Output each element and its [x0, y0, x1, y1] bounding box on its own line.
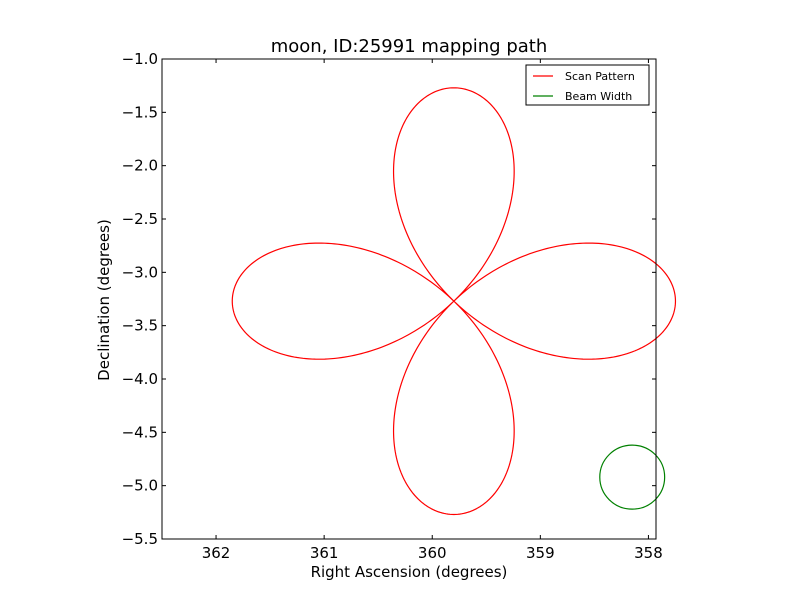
chart-title: moon, ID:25991 mapping path [271, 36, 548, 57]
x-tick-label: 359 [526, 544, 555, 562]
y-tick-label: −1.0 [122, 50, 158, 68]
y-axis-label: Declination (degrees) [95, 219, 113, 381]
x-tick-label: 360 [418, 544, 447, 562]
y-tick-label: −4.5 [122, 423, 158, 441]
data-layer [231, 87, 677, 516]
plot-frame [161, 58, 657, 540]
y-tick-label: −2.0 [122, 157, 158, 175]
ticks-layer: 362 361 360 359 358 −1.0 −1.5 −2.0 −2.5 −3.0 −3.5 −… [122, 50, 663, 562]
y-tick-label: −5.0 [122, 477, 158, 495]
y-tick-label: −2.5 [122, 210, 158, 228]
scan-pattern-line [231, 87, 677, 516]
beam-width-circle [599, 444, 666, 510]
x-axis-label: Right Ascension (degrees) [311, 563, 508, 581]
x-tick-label: 361 [310, 544, 339, 562]
legend-box [525, 64, 650, 106]
y-tick-label: −5.5 [122, 530, 158, 548]
y-tick-label: −3.0 [122, 263, 158, 281]
x-tick-label: 362 [202, 544, 231, 562]
plot-area [162, 59, 656, 539]
y-tick-label: −3.5 [122, 317, 158, 335]
y-tick-label: −4.0 [122, 370, 158, 388]
legend-label-beam-width: Beam Width [565, 90, 632, 103]
legend: Scan Pattern Beam Width [525, 64, 650, 106]
y-tick-label: −1.5 [122, 103, 158, 121]
legend-label-scan-pattern: Scan Pattern [565, 70, 635, 83]
x-tick-label: 358 [634, 544, 663, 562]
